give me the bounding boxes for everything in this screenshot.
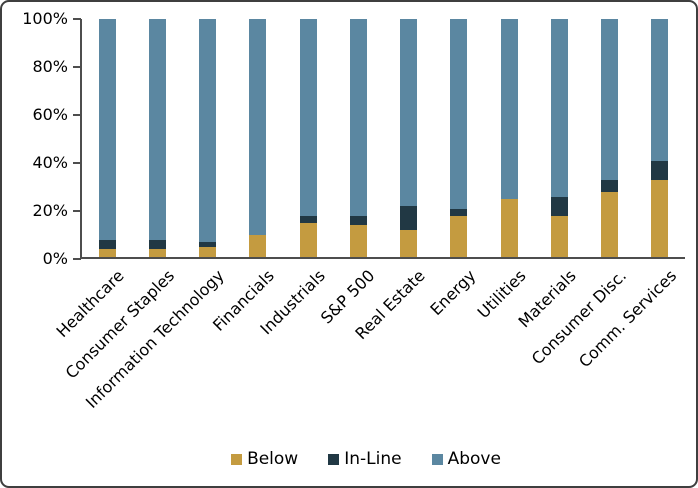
bar-consumer-staples xyxy=(148,19,166,259)
x-axis-label-real-estate: Real Estate xyxy=(351,266,430,344)
x-axis-line xyxy=(80,257,685,259)
bar-utilities xyxy=(500,19,518,259)
legend-item-in-line: In-Line xyxy=(328,449,402,469)
bar-comm-services xyxy=(651,19,669,259)
segment-below xyxy=(299,223,317,259)
x-axis-label-industrials: Industrials xyxy=(256,266,329,339)
segment-above xyxy=(601,19,619,180)
segment-in-line xyxy=(349,215,367,226)
y-axis-label: 20% xyxy=(32,201,68,220)
segment-in-line xyxy=(199,242,217,247)
segment-in-line xyxy=(450,208,468,216)
segment-above xyxy=(98,19,116,240)
legend-swatch-above xyxy=(431,453,443,465)
legend-swatch-in-line xyxy=(328,453,340,465)
segment-below xyxy=(400,230,418,259)
segment-below xyxy=(500,199,518,259)
segment-above xyxy=(550,19,568,197)
bar-real-estate xyxy=(400,19,418,259)
y-axis-label: 100% xyxy=(22,9,68,28)
y-axis-label: 80% xyxy=(32,57,68,76)
x-axis-label-materials: Materials xyxy=(514,266,580,332)
segment-in-line xyxy=(148,239,166,250)
legend-item-above: Above xyxy=(431,449,501,469)
segment-below xyxy=(148,249,166,259)
segment-in-line xyxy=(299,215,317,223)
segment-in-line xyxy=(98,239,116,250)
legend-swatch-below xyxy=(231,453,243,465)
segment-below xyxy=(249,235,267,259)
y-axis-tick xyxy=(73,210,81,212)
legend-label: Above xyxy=(447,449,501,469)
segment-above xyxy=(199,19,217,243)
segment-in-line xyxy=(651,160,669,180)
segment-above xyxy=(400,19,418,207)
y-axis-tick xyxy=(73,258,81,260)
segment-in-line xyxy=(400,206,418,231)
segment-below xyxy=(98,249,116,259)
x-axis-label-energy: Energy xyxy=(426,266,480,320)
x-axis-label-comm-services: Comm. Services xyxy=(575,266,681,372)
y-axis-line xyxy=(80,19,82,259)
x-axis-labels: Healthcare Consumer Staples Information Te… xyxy=(2,266,696,446)
bar-energy xyxy=(450,19,468,259)
y-axis-label: 60% xyxy=(32,105,68,124)
y-axis-tick xyxy=(73,66,81,68)
segment-above xyxy=(349,19,367,216)
bar-consumer-disc xyxy=(601,19,619,259)
bar-healthcare xyxy=(98,19,116,259)
bar-s-p-500 xyxy=(349,19,367,259)
legend-label: In-Line xyxy=(344,449,402,469)
y-axis-tick xyxy=(73,162,81,164)
x-axis-label-consumer-staples: Consumer Staples xyxy=(61,266,178,383)
segment-below xyxy=(651,179,669,259)
plot-area xyxy=(82,19,685,259)
y-axis-tick xyxy=(73,114,81,116)
segment-below xyxy=(601,191,619,259)
segment-above xyxy=(450,19,468,209)
y-axis-tick xyxy=(73,18,81,20)
legend-label: Below xyxy=(247,449,299,469)
bar-financials xyxy=(249,19,267,259)
legend-item-below: Below xyxy=(231,449,298,469)
x-axis-label-s-p-500: S&P 500 xyxy=(317,266,379,328)
x-axis-label-healthcare: Healthcare xyxy=(52,266,128,342)
legend: Below In-Line Above xyxy=(2,449,696,469)
segment-below xyxy=(349,225,367,259)
bar-information-technology xyxy=(199,19,217,259)
segment-above xyxy=(299,19,317,216)
segment-above xyxy=(249,19,267,235)
x-axis-label-consumer-disc: Consumer Disc. xyxy=(527,266,631,369)
bar-industrials xyxy=(299,19,317,259)
segment-below xyxy=(199,247,217,259)
segment-in-line xyxy=(601,179,619,192)
segment-above xyxy=(500,19,518,199)
x-axis-label-utilities: Utilities xyxy=(473,266,530,323)
segment-below xyxy=(450,215,468,259)
segment-above xyxy=(148,19,166,240)
y-axis-label: 40% xyxy=(32,153,68,172)
y-axis-label: 0% xyxy=(42,249,68,268)
segment-below xyxy=(550,215,568,259)
x-axis-label-financials: Financials xyxy=(209,266,279,335)
segment-in-line xyxy=(550,196,568,216)
bar-materials xyxy=(550,19,568,259)
segment-above xyxy=(651,19,669,161)
x-axis-label-information-technology: Information Technology xyxy=(82,266,229,412)
